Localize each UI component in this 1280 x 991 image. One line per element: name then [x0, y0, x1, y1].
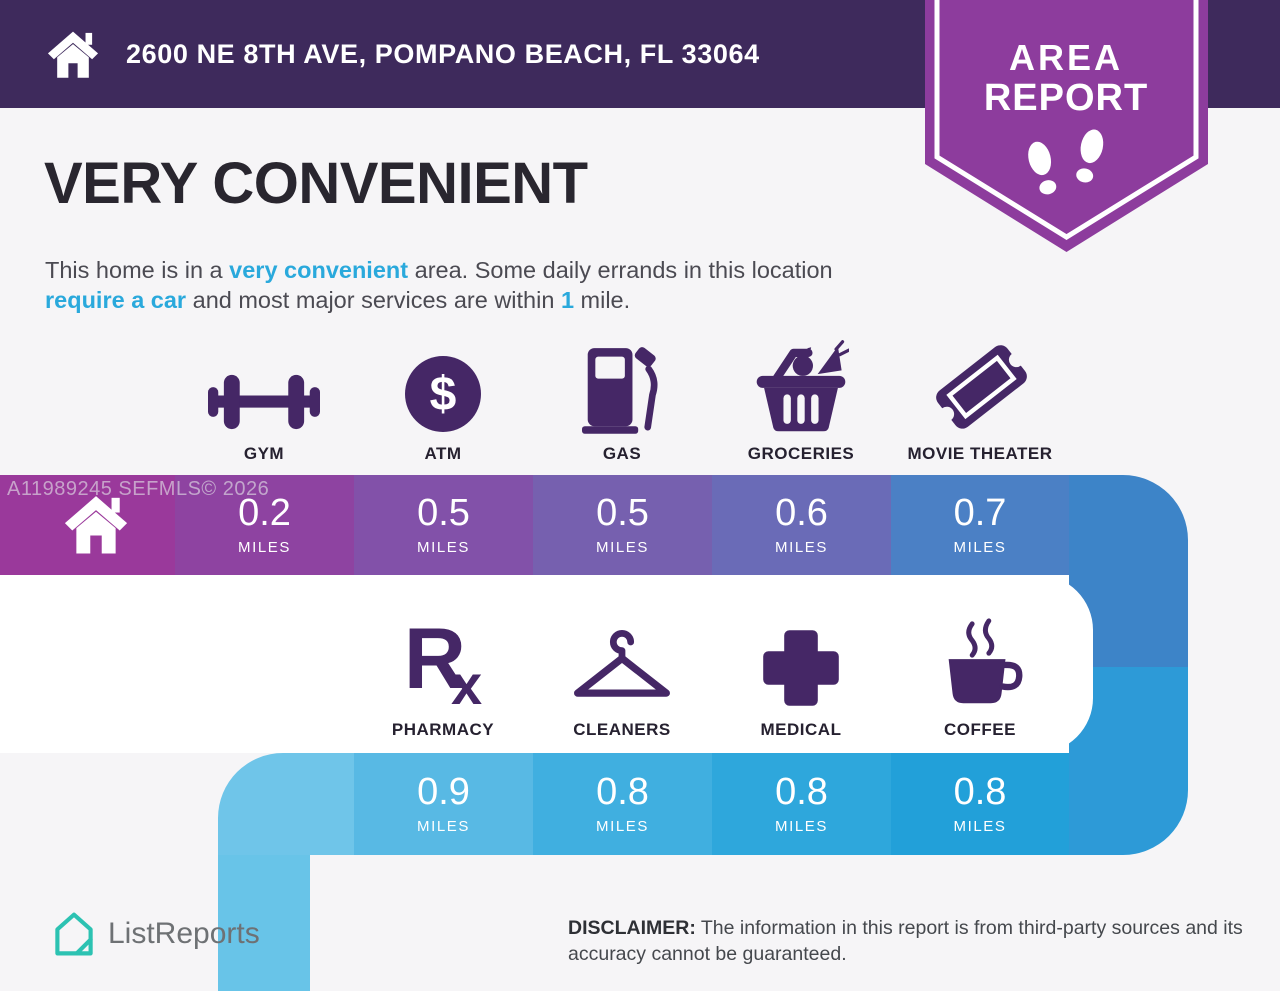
ticket-icon [936, 345, 1027, 429]
badge-line2: REPORT [984, 77, 1148, 119]
poi-label: MOVIE THEATER [907, 444, 1053, 463]
distance-gym: 0.2 MILES [237, 492, 291, 556]
poi-label: CLEANERS [573, 720, 671, 739]
listreports-house-icon [55, 912, 93, 956]
intro-p3: and most major services are within [186, 286, 561, 313]
grocery-basket-icon [756, 340, 849, 432]
poi-cleaners: CLEANERS [532, 610, 712, 740]
distance-groceries: 0.6 MILES [774, 492, 828, 556]
disclaimer-text: The information in this report is from t… [568, 917, 1243, 965]
poi-label: GYM [243, 444, 285, 463]
mls-watermark: A11989245 SEFMLS© 2026 [7, 478, 270, 500]
hanger-icon [574, 629, 670, 697]
property-address: 2600 NE 8TH AVE, POMPANO BEACH, FL 33064 [126, 38, 760, 69]
intro-highlight-1: very convenient [229, 256, 409, 283]
intro-p4: mile. [574, 286, 631, 313]
distance-coffee: 0.8 MILES [953, 771, 1007, 835]
poi-gym: GYM [174, 342, 354, 464]
intro-highlight-3: 1 [560, 286, 575, 313]
home-icon [47, 31, 99, 78]
poi-medical: MEDICAL [711, 610, 891, 740]
disclaimer: DISCLAIMER: The information in this repo… [568, 916, 1260, 967]
area-report-badge: AREA REPORT [925, 0, 1208, 252]
poi-atm: $ ATM [353, 342, 533, 464]
intro-p1: This home is in a [45, 256, 230, 283]
distance-pharmacy: 0.9 MILES [416, 771, 470, 835]
poi-groceries: GROCERIES [711, 340, 891, 464]
home-start-icon [64, 496, 128, 554]
poi-gas: GAS [532, 342, 712, 464]
badge-line1: AREA [1009, 37, 1123, 78]
intro-p2: area. Some daily errands in this locatio… [408, 256, 833, 283]
poi-label: PHARMACY [391, 720, 495, 739]
poi-label: GROCERIES [747, 444, 855, 463]
poi-label: COFFEE [944, 720, 1016, 739]
distance-medical: 0.8 MILES [774, 771, 828, 835]
distance-gas: 0.5 MILES [595, 492, 649, 556]
intro-text: This home is in a very convenient area. … [45, 255, 907, 315]
dumbbell-icon [208, 374, 320, 430]
svg-text:$: $ [430, 368, 457, 421]
disclaimer-label: DISCLAIMER: [568, 917, 696, 939]
medical-cross-icon [763, 630, 839, 706]
dollar-circle-icon: $ [405, 356, 481, 432]
distance-cleaners: 0.8 MILES [595, 771, 649, 835]
poi-label: ATM [424, 444, 462, 463]
gas-pump-icon [582, 347, 658, 434]
page-title: VERY CONVENIENT [44, 151, 588, 216]
poi-movie-theater: MOVIE THEATER [870, 342, 1090, 464]
intro-highlight-2: require a car [45, 286, 187, 313]
poi-coffee: COFFEE [890, 610, 1070, 740]
poi-label: MEDICAL [760, 720, 842, 739]
footprints-icon [1028, 129, 1104, 195]
distance-atm: 0.5 MILES [416, 492, 470, 556]
brand-name: ListReports [108, 917, 260, 950]
listreports-logo: ListReports [50, 910, 260, 958]
distance-movie-theater: 0.7 MILES [953, 492, 1007, 556]
loop-interior [0, 575, 1093, 753]
poi-label: GAS [602, 444, 642, 463]
coffee-cup-icon [948, 618, 1023, 704]
